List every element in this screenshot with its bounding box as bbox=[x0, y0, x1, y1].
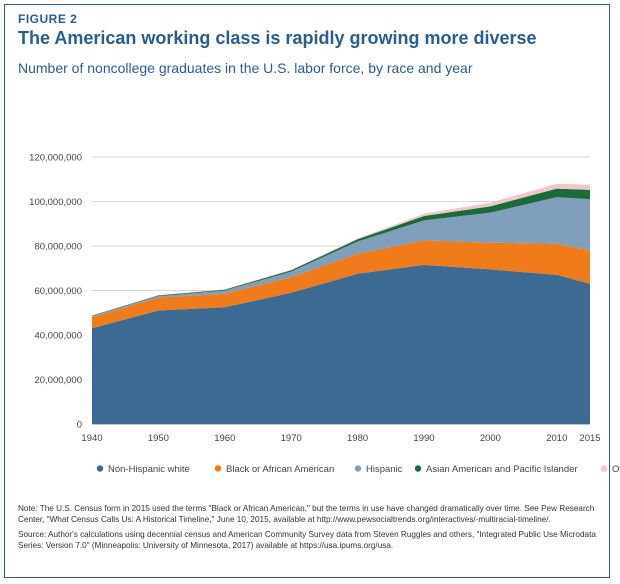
x-tick-label: 1960 bbox=[214, 433, 235, 444]
chart-title: The American working class is rapidly gr… bbox=[18, 28, 537, 48]
figure-label: FIGURE 2 bbox=[18, 12, 78, 26]
y-tick-label: 80,000,000 bbox=[34, 242, 82, 253]
y-tick-label: 60,000,000 bbox=[34, 286, 82, 297]
x-tick-label: 2015 bbox=[579, 433, 600, 444]
legend-label: Black or African American bbox=[226, 464, 334, 475]
area-series bbox=[92, 264, 590, 424]
x-tick-label: 1970 bbox=[281, 433, 302, 444]
y-tick-label: 100,000,000 bbox=[29, 197, 82, 208]
y-tick-label: 40,000,000 bbox=[34, 331, 82, 342]
x-tick-label: 1980 bbox=[347, 433, 368, 444]
x-tick-label: 2000 bbox=[480, 433, 501, 444]
notes-block: Note: The U.S. Census form in 2015 used … bbox=[18, 503, 598, 555]
legend-swatch bbox=[414, 465, 422, 472]
legend-label: Hispanic bbox=[366, 464, 403, 475]
area-series bbox=[92, 240, 590, 329]
legend-label: Non-Hispanic white bbox=[108, 464, 190, 475]
legend-label: Asian American and Pacific Islander bbox=[426, 464, 578, 475]
y-tick-label: 120,000,000 bbox=[29, 153, 82, 164]
legend-swatch bbox=[600, 465, 608, 472]
chart-subtitle: Number of noncollege graduates in the U.… bbox=[18, 60, 473, 76]
legend-label: Other bbox=[612, 464, 620, 475]
x-tick-label: 1940 bbox=[81, 433, 102, 444]
x-tick-label: 2010 bbox=[546, 433, 567, 444]
x-tick-label: 1950 bbox=[148, 433, 169, 444]
legend-swatch bbox=[214, 465, 222, 472]
legend-swatch bbox=[354, 465, 362, 472]
y-tick-label: 0 bbox=[77, 420, 82, 431]
source-text: Source: Author's calculations using dece… bbox=[18, 530, 596, 550]
note-text: Note: The U.S. Census form in 2015 used … bbox=[18, 504, 595, 524]
area-series bbox=[92, 197, 590, 318]
area-chart: 0 20,000,000 40,000,000 60,000,000 80,000,00… bbox=[29, 153, 620, 476]
x-tick-label: 1990 bbox=[413, 433, 434, 444]
y-tick-label: 20,000,000 bbox=[34, 375, 82, 386]
legend-swatch bbox=[96, 465, 104, 472]
